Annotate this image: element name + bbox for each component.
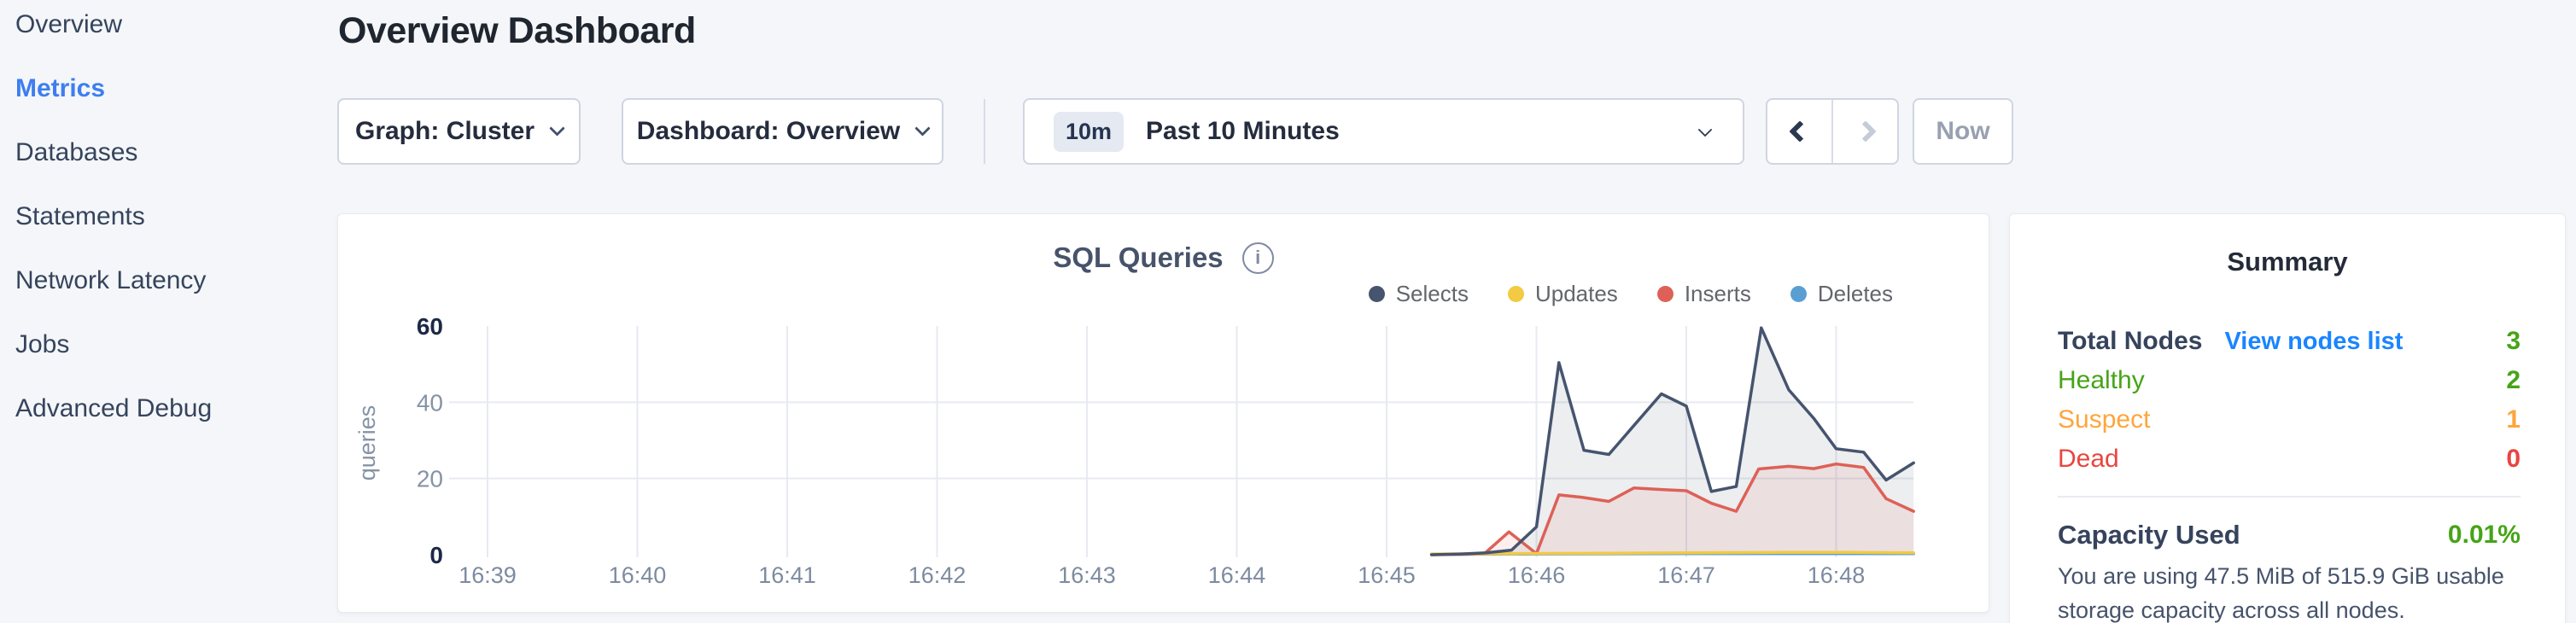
svg-text:60: 60 (417, 313, 443, 340)
toolbar-divider (984, 99, 985, 164)
dashboard-dropdown[interactable]: Dashboard: Overview (622, 98, 943, 165)
summary-title: Summary (2227, 247, 2348, 277)
svg-text:16:45: 16:45 (1358, 562, 1416, 588)
svg-text:16:44: 16:44 (1208, 562, 1266, 588)
sidebar-item-databases[interactable]: Databases (15, 138, 138, 166)
svg-text:16:48: 16:48 (1808, 562, 1866, 588)
legend-item-updates: Updates (1507, 281, 1618, 307)
svg-text:16:46: 16:46 (1508, 562, 1566, 588)
chevron-left-icon (1788, 120, 1811, 143)
healthy-value: 2 (2506, 366, 2521, 394)
updates-dot-icon (1507, 286, 1524, 302)
view-nodes-list-link[interactable]: View nodes list (2224, 327, 2404, 355)
time-range-dropdown[interactable]: 10m Past 10 Minutes (1023, 98, 1744, 165)
sidebar-item-jobs[interactable]: Jobs (15, 330, 70, 358)
summary-divider (2058, 496, 2521, 498)
sidebar-item-statements[interactable]: Statements (15, 202, 145, 230)
node-status-list: Total Nodes View nodes list 3 Healthy 2 … (2058, 322, 2521, 479)
svg-text:16:42: 16:42 (908, 562, 967, 588)
svg-text:16:41: 16:41 (758, 562, 816, 588)
svg-text:16:39: 16:39 (459, 562, 517, 588)
suspect-label: Suspect (2058, 405, 2151, 434)
graph-dropdown[interactable]: Graph: Cluster (337, 98, 581, 165)
page-title: Overview Dashboard (338, 10, 696, 51)
time-nav-segmented-control (1766, 98, 1899, 165)
healthy-nodes-row: Healthy 2 (2058, 361, 2521, 400)
sidebar-item-metrics[interactable]: Metrics (15, 74, 106, 102)
sidebar-item-advanced-debug[interactable]: Advanced Debug (15, 394, 213, 422)
legend-label: Selects (1395, 281, 1469, 306)
time-range-label: Past 10 Minutes (1146, 117, 1340, 145)
legend-item-selects: Selects (1368, 281, 1469, 307)
chart-header: SQL Queries i (338, 242, 1989, 274)
dead-nodes-row: Dead 0 (2058, 440, 2521, 479)
chevron-down-icon (914, 119, 931, 137)
svg-text:40: 40 (417, 389, 443, 416)
svg-text:queries: queries (354, 405, 380, 481)
time-next-button[interactable] (1831, 100, 1897, 163)
chart-title: SQL Queries (1053, 242, 1224, 273)
legend-label: Deletes (1817, 281, 1893, 306)
svg-text:16:47: 16:47 (1657, 562, 1715, 588)
chart-legend: Selects Updates Inserts Deletes (1368, 281, 1893, 307)
capacity-used-row: Capacity Used 0.01% (2058, 520, 2521, 550)
inserts-dot-icon (1656, 286, 1674, 302)
dashboard-dropdown-label: Dashboard: Overview (636, 117, 901, 145)
summary-panel: Summary Total Nodes View nodes list 3 He… (2009, 213, 2566, 623)
healthy-label: Healthy (2058, 366, 2145, 394)
svg-text:20: 20 (417, 466, 443, 492)
sidebar: Overview Metrics Databases Statements Ne… (15, 10, 306, 458)
info-icon[interactable]: i (1241, 242, 1274, 274)
capacity-used-label: Capacity Used (2058, 520, 2240, 550)
sql-queries-plot[interactable]: 16:39 16:40 16:41 16:42 16:43 16:44 16:45 16:46… (338, 214, 1990, 614)
dead-label: Dead (2058, 445, 2119, 473)
time-prev-button[interactable] (1767, 100, 1831, 163)
svg-text:16:40: 16:40 (609, 562, 667, 588)
chevron-down-icon (549, 119, 565, 137)
suspect-value: 1 (2506, 405, 2521, 434)
legend-label: Inserts (1684, 281, 1751, 306)
total-nodes-value: 3 (2506, 327, 2521, 355)
suspect-nodes-row: Suspect 1 (2058, 400, 2521, 440)
chevron-down-icon (1697, 122, 1713, 137)
sidebar-item-network-latency[interactable]: Network Latency (15, 266, 207, 294)
sidebar-item-overview[interactable]: Overview (15, 10, 123, 38)
selects-dot-icon (1368, 286, 1385, 302)
svg-text:16:43: 16:43 (1058, 562, 1116, 588)
total-nodes-label: Total Nodes (2058, 327, 2203, 355)
time-range-badge: 10m (1054, 111, 1124, 152)
now-button[interactable]: Now (1913, 98, 2013, 165)
dead-value: 0 (2506, 445, 2521, 473)
capacity-description: You are using 47.5 MiB of 515.9 GiB usab… (2058, 563, 2504, 623)
capacity-used-value: 0.01% (2447, 521, 2521, 549)
deletes-dot-icon (1790, 286, 1807, 302)
legend-item-inserts: Inserts (1656, 281, 1751, 307)
svg-text:0: 0 (429, 542, 443, 568)
sql-queries-chart-card: SQL Queries i Selects Updates Inserts De… (337, 213, 1989, 613)
legend-label: Updates (1534, 281, 1618, 306)
total-nodes-row: Total Nodes View nodes list 3 (2058, 322, 2521, 361)
chevron-right-icon (1854, 120, 1877, 143)
legend-item-deletes: Deletes (1790, 281, 1893, 307)
graph-dropdown-label: Graph: Cluster (354, 117, 535, 145)
